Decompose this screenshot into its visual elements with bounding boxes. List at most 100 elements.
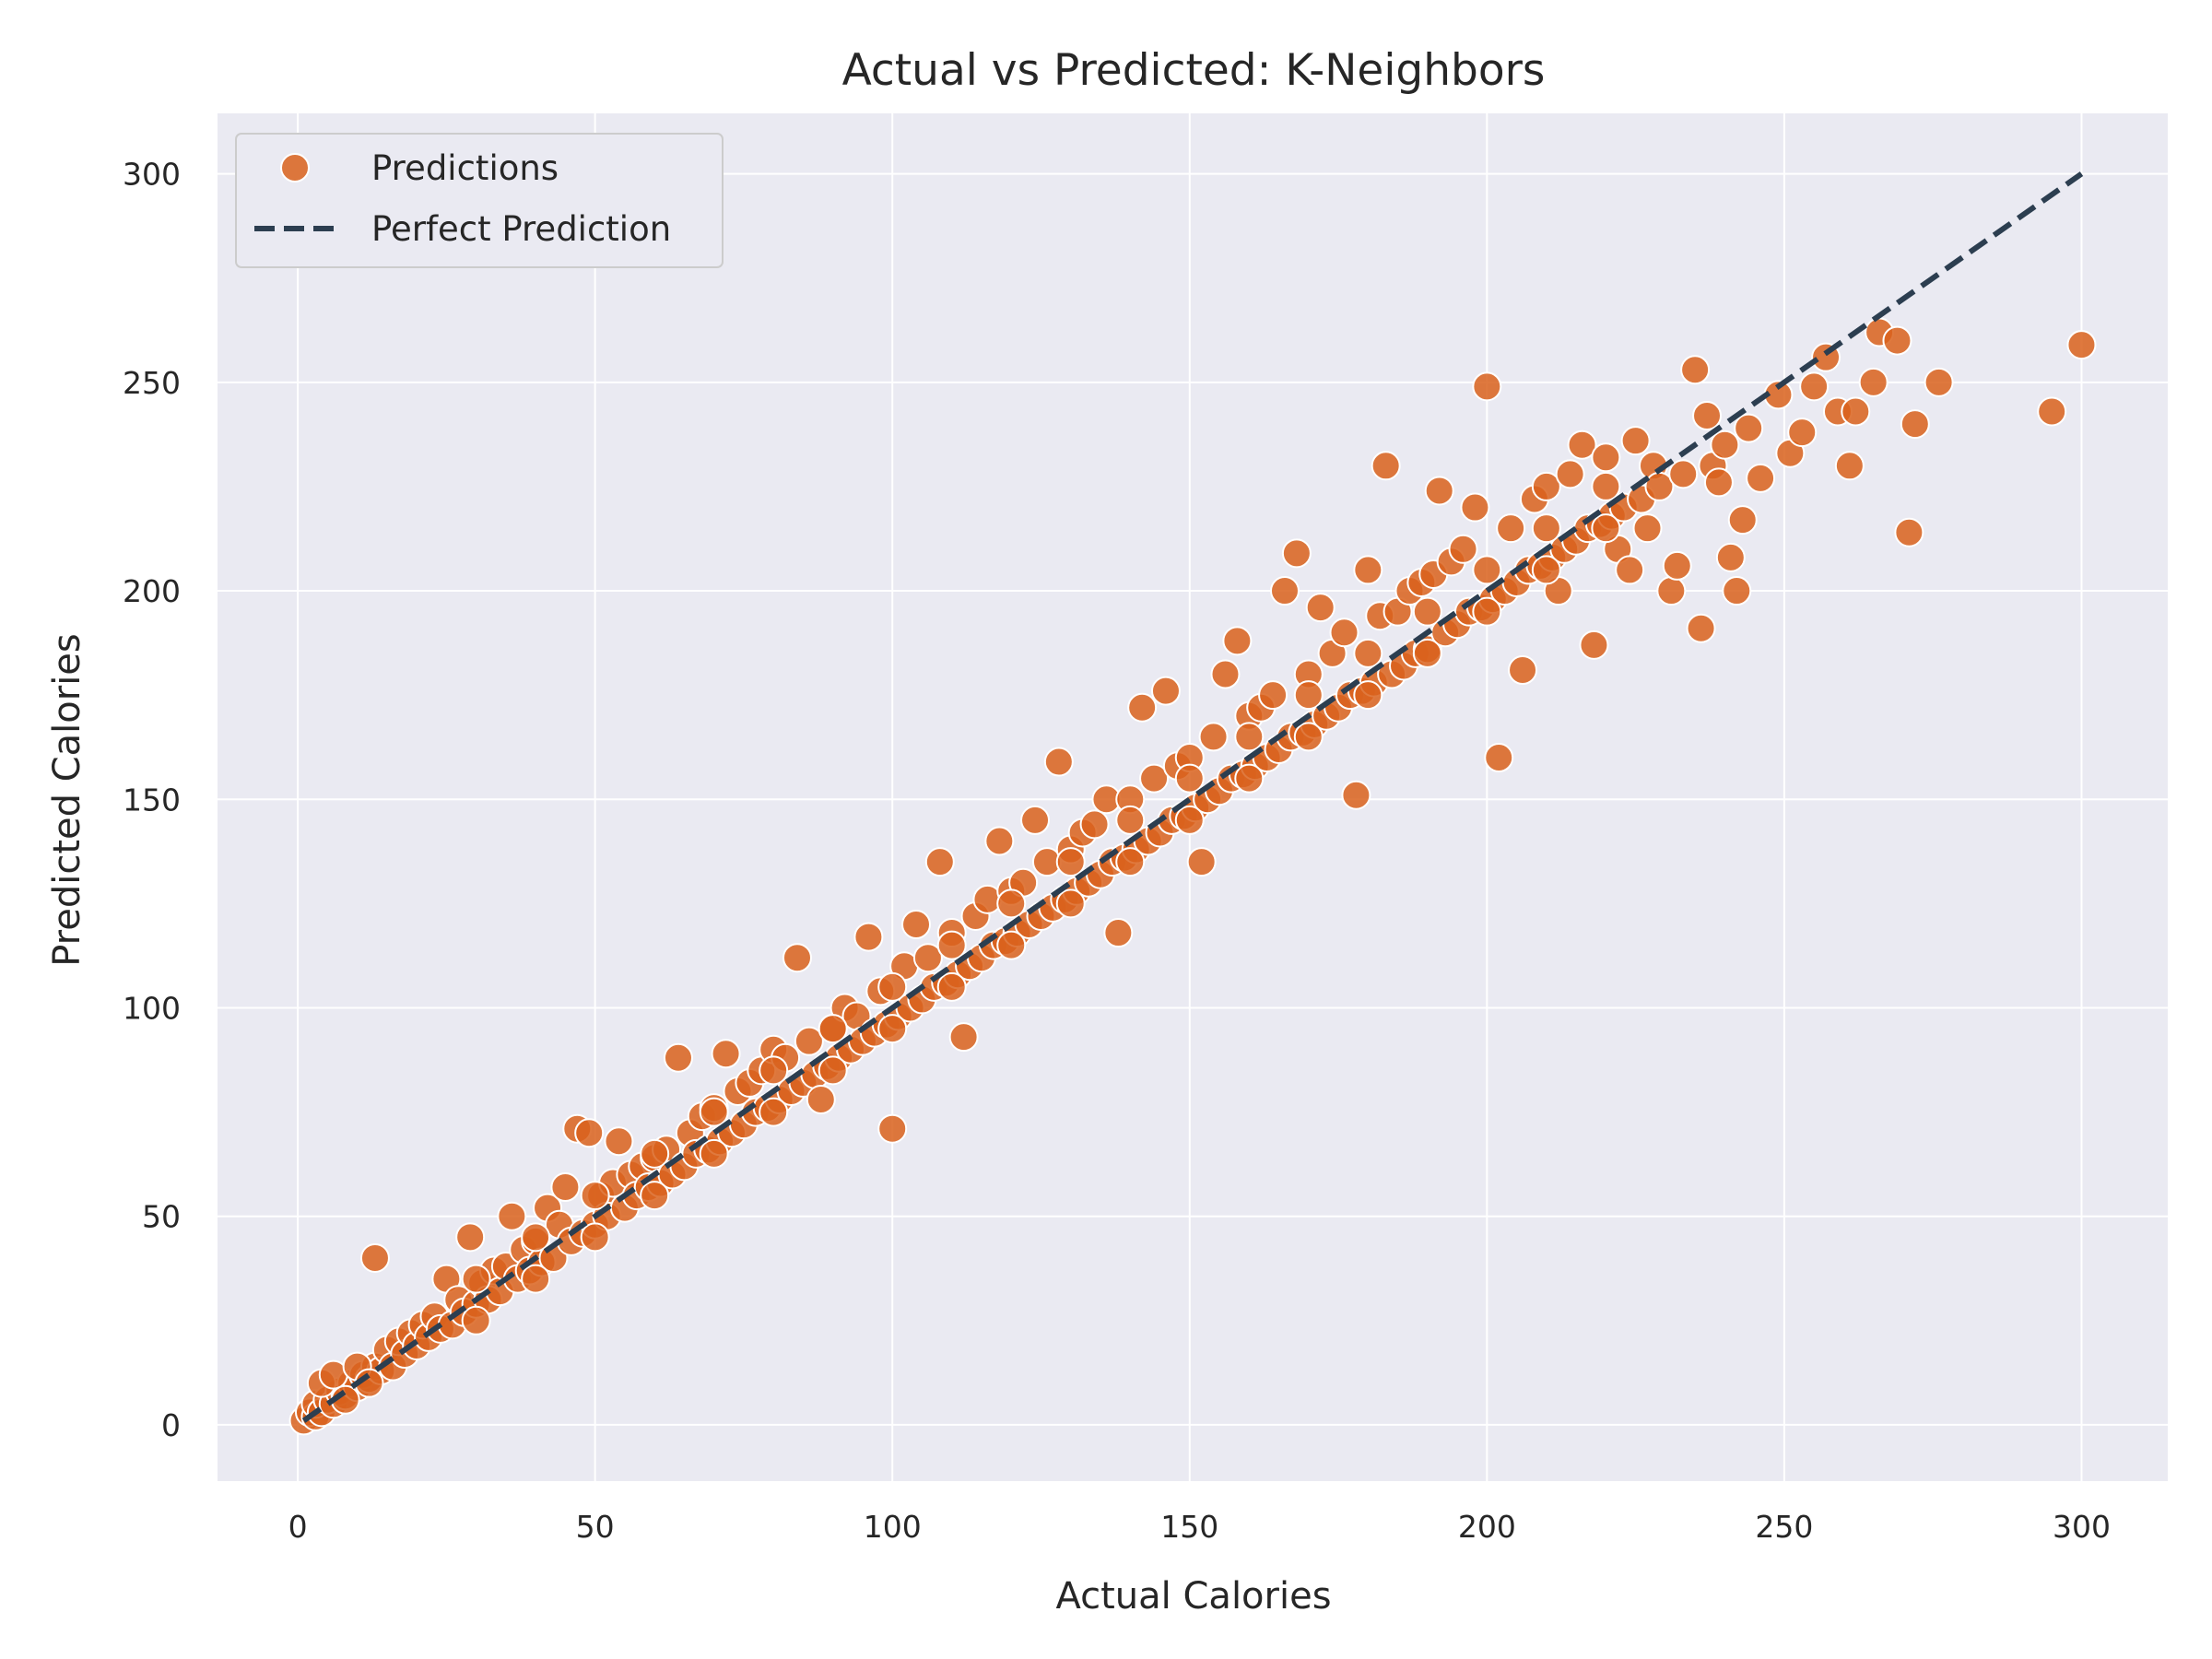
data-point: [455, 1222, 486, 1253]
data-point: [948, 1022, 979, 1053]
data-point: [1472, 371, 1502, 402]
data-point: [1924, 367, 1954, 397]
data-point: [1329, 618, 1359, 648]
data-point: [461, 1264, 491, 1294]
data-point: [1591, 471, 1621, 501]
data-point: [1341, 780, 1371, 810]
y-axis-label: Predicted Calories: [46, 633, 88, 967]
x-tick-label: 100: [864, 1509, 922, 1545]
data-point: [853, 922, 884, 952]
data-point: [1371, 451, 1401, 481]
data-point: [640, 1138, 670, 1169]
data-point: [901, 909, 932, 939]
data-point: [1115, 805, 1146, 835]
data-point: [574, 1118, 605, 1148]
y-axis-ticks: 0 50 100 150 200 250 300: [123, 157, 181, 1443]
x-tick-label: 0: [288, 1509, 308, 1545]
legend-marker-predictions: [280, 153, 310, 182]
data-point: [521, 1264, 551, 1294]
data-point: [1353, 680, 1383, 711]
data-point: [1656, 576, 1687, 606]
data-point: [1555, 459, 1585, 489]
data-point: [1281, 538, 1312, 569]
data-point: [1472, 596, 1502, 627]
legend-box: [235, 133, 724, 268]
data-point: [1139, 763, 1170, 794]
data-point: [1127, 692, 1158, 723]
data-point: [877, 1113, 908, 1144]
data-point: [604, 1126, 634, 1157]
data-point: [1715, 542, 1746, 572]
data-point: [996, 888, 1027, 919]
x-axis-label: Actual Calories: [1055, 1575, 1331, 1618]
data-point: [1222, 626, 1253, 656]
data-point: [1615, 555, 1645, 585]
data-point: [1620, 426, 1651, 456]
data-point: [1424, 476, 1454, 506]
y-tick-label: 50: [142, 1199, 181, 1235]
data-point: [1150, 676, 1181, 706]
data-point: [711, 1039, 741, 1069]
data-point: [1799, 371, 1830, 402]
data-point: [924, 847, 955, 877]
data-point: [1103, 918, 1134, 948]
data-point: [1746, 463, 1776, 493]
data-point: [1472, 555, 1502, 585]
data-point: [1186, 847, 1217, 877]
data-point: [782, 943, 812, 973]
data-point: [1894, 517, 1924, 547]
data-point: [1353, 638, 1383, 668]
data-point: [1531, 471, 1561, 501]
x-tick-label: 300: [2053, 1509, 2111, 1545]
y-tick-label: 150: [123, 782, 181, 818]
data-point: [550, 1172, 581, 1203]
data-point: [1174, 805, 1205, 835]
data-point: [1269, 576, 1300, 606]
data-point: [497, 1201, 527, 1231]
data-point: [1174, 763, 1205, 794]
data-point: [1043, 747, 1074, 777]
data-point: [1567, 429, 1597, 460]
data-point: [1353, 555, 1383, 585]
data-point: [699, 1097, 729, 1127]
data-point: [359, 1242, 390, 1273]
data-point: [936, 930, 967, 960]
data-point: [1055, 888, 1086, 919]
data-point: [1734, 413, 1764, 443]
y-tick-label: 100: [123, 990, 181, 1026]
data-point: [1710, 429, 1740, 460]
data-point: [1834, 451, 1865, 481]
data-point: [1210, 659, 1241, 689]
data-point: [818, 1055, 848, 1086]
data-point: [759, 1055, 789, 1086]
data-point: [936, 971, 967, 1002]
data-point: [794, 1026, 824, 1056]
data-point: [877, 1014, 908, 1044]
data-point: [996, 930, 1027, 960]
data-point: [1305, 593, 1335, 623]
data-point: [1531, 513, 1561, 544]
data-point: [1680, 355, 1711, 385]
data-point: [1858, 367, 1888, 397]
x-tick-label: 200: [1458, 1509, 1516, 1545]
data-point: [461, 1305, 491, 1335]
data-point: [1293, 722, 1324, 752]
x-axis-ticks: 0 50 100 150 200 250 300: [288, 1509, 2111, 1545]
data-point: [1484, 743, 1514, 773]
data-point: [1496, 513, 1526, 544]
data-point: [1900, 409, 1930, 440]
data-point: [1020, 805, 1051, 835]
x-tick-label: 50: [576, 1509, 615, 1545]
data-point: [1460, 492, 1490, 523]
data-point: [1293, 680, 1324, 711]
perfect-prediction-line: [301, 171, 2084, 1423]
data-point: [759, 1097, 789, 1127]
data-point: [1722, 576, 1752, 606]
data-point: [1412, 596, 1442, 627]
data-point: [1448, 534, 1478, 564]
data-point: [1115, 847, 1146, 877]
data-point: [1787, 418, 1818, 448]
data-point: [1198, 722, 1229, 752]
data-point: [818, 1014, 848, 1044]
